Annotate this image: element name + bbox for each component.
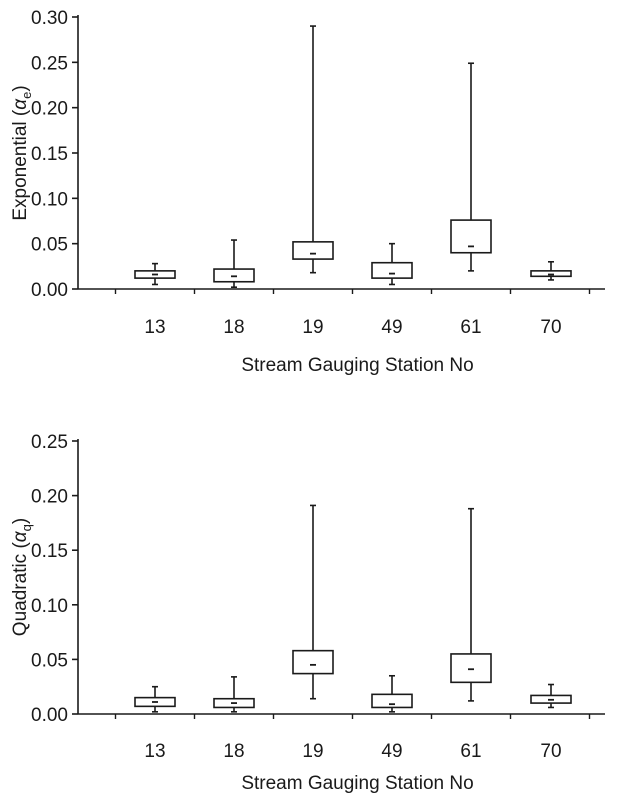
y-tick-label: 0.20 <box>31 487 68 508</box>
y-axis-title-symbol: α <box>10 530 31 542</box>
y-tick-label: 0.00 <box>31 705 68 726</box>
y-tick-label: 0.10 <box>31 189 68 210</box>
x-tick-label: 70 <box>540 317 561 338</box>
box-61 <box>450 507 492 702</box>
iqr-box <box>292 241 334 260</box>
x-tick-label: 18 <box>223 741 244 762</box>
y-axis-title-close: ) <box>10 518 31 524</box>
y-axis-title-subscript: e <box>19 92 34 99</box>
x-tick-label: 13 <box>144 741 165 762</box>
y-tick-label: 0.15 <box>31 541 68 562</box>
x-tick-label: 19 <box>302 741 323 762</box>
x-tick-label: 70 <box>540 741 561 762</box>
y-tick-label: 0.15 <box>31 144 68 165</box>
exponential-chart: 0.00 0.05 0.10 0.15 0.20 0.25 0.30 13 18 19 49 61 70… <box>10 8 605 376</box>
y-tick-label: 0.25 <box>31 53 68 74</box>
x-tick-label: 49 <box>381 741 402 762</box>
x-tick-label: 61 <box>460 317 481 338</box>
y-axis-title-base: Quadratic ( <box>10 542 31 637</box>
quadratic-chart: 0.00 0.05 0.10 0.15 0.20 0.25 13 18 19 49 61 70 Stre… <box>10 432 605 794</box>
y-tick-label: 0.05 <box>31 235 68 256</box>
y-tick-label: 0.05 <box>31 650 68 671</box>
iqr-box <box>371 261 413 279</box>
iqr-box <box>450 653 492 684</box>
y-tick-label: 0.20 <box>31 99 68 120</box>
y-axis-title: Exponential (αe) <box>10 85 34 220</box>
x-axis-title: Stream Gauging Station No <box>241 773 473 794</box>
box-49 <box>371 674 413 713</box>
box-49 <box>371 242 413 286</box>
box-13 <box>134 262 176 286</box>
iqr-box <box>371 693 413 709</box>
y-axis-title-close: ) <box>10 85 31 91</box>
x-tick-label: 49 <box>381 317 402 338</box>
box-13 <box>134 685 176 713</box>
box-19 <box>292 504 334 700</box>
box-70 <box>530 683 572 709</box>
y-axis-title-symbol: α <box>10 98 31 110</box>
iqr-box <box>530 270 572 278</box>
x-tick-label: 18 <box>223 317 244 338</box>
y-tick-label: 0.00 <box>31 280 68 301</box>
y-axis-title-subscript: q <box>19 524 34 531</box>
y-tick-label: 0.25 <box>31 432 68 453</box>
box-70 <box>530 260 572 281</box>
y-tick-label: 0.10 <box>31 596 68 617</box>
x-tick-label: 13 <box>144 317 165 338</box>
box-18 <box>213 239 255 288</box>
y-axis-title: Quadratic (αq) <box>10 518 34 636</box>
iqr-box <box>213 268 255 283</box>
x-axis-title: Stream Gauging Station No <box>241 355 473 376</box>
box-61 <box>450 62 492 272</box>
box-18 <box>213 676 255 713</box>
y-axis-title-base: Exponential ( <box>10 109 31 221</box>
box-19 <box>292 25 334 274</box>
x-tick-label: 19 <box>302 317 323 338</box>
y-tick-label: 0.30 <box>31 8 68 29</box>
iqr-box <box>450 219 492 254</box>
iqr-box <box>292 649 334 675</box>
x-tick-label: 61 <box>460 741 481 762</box>
